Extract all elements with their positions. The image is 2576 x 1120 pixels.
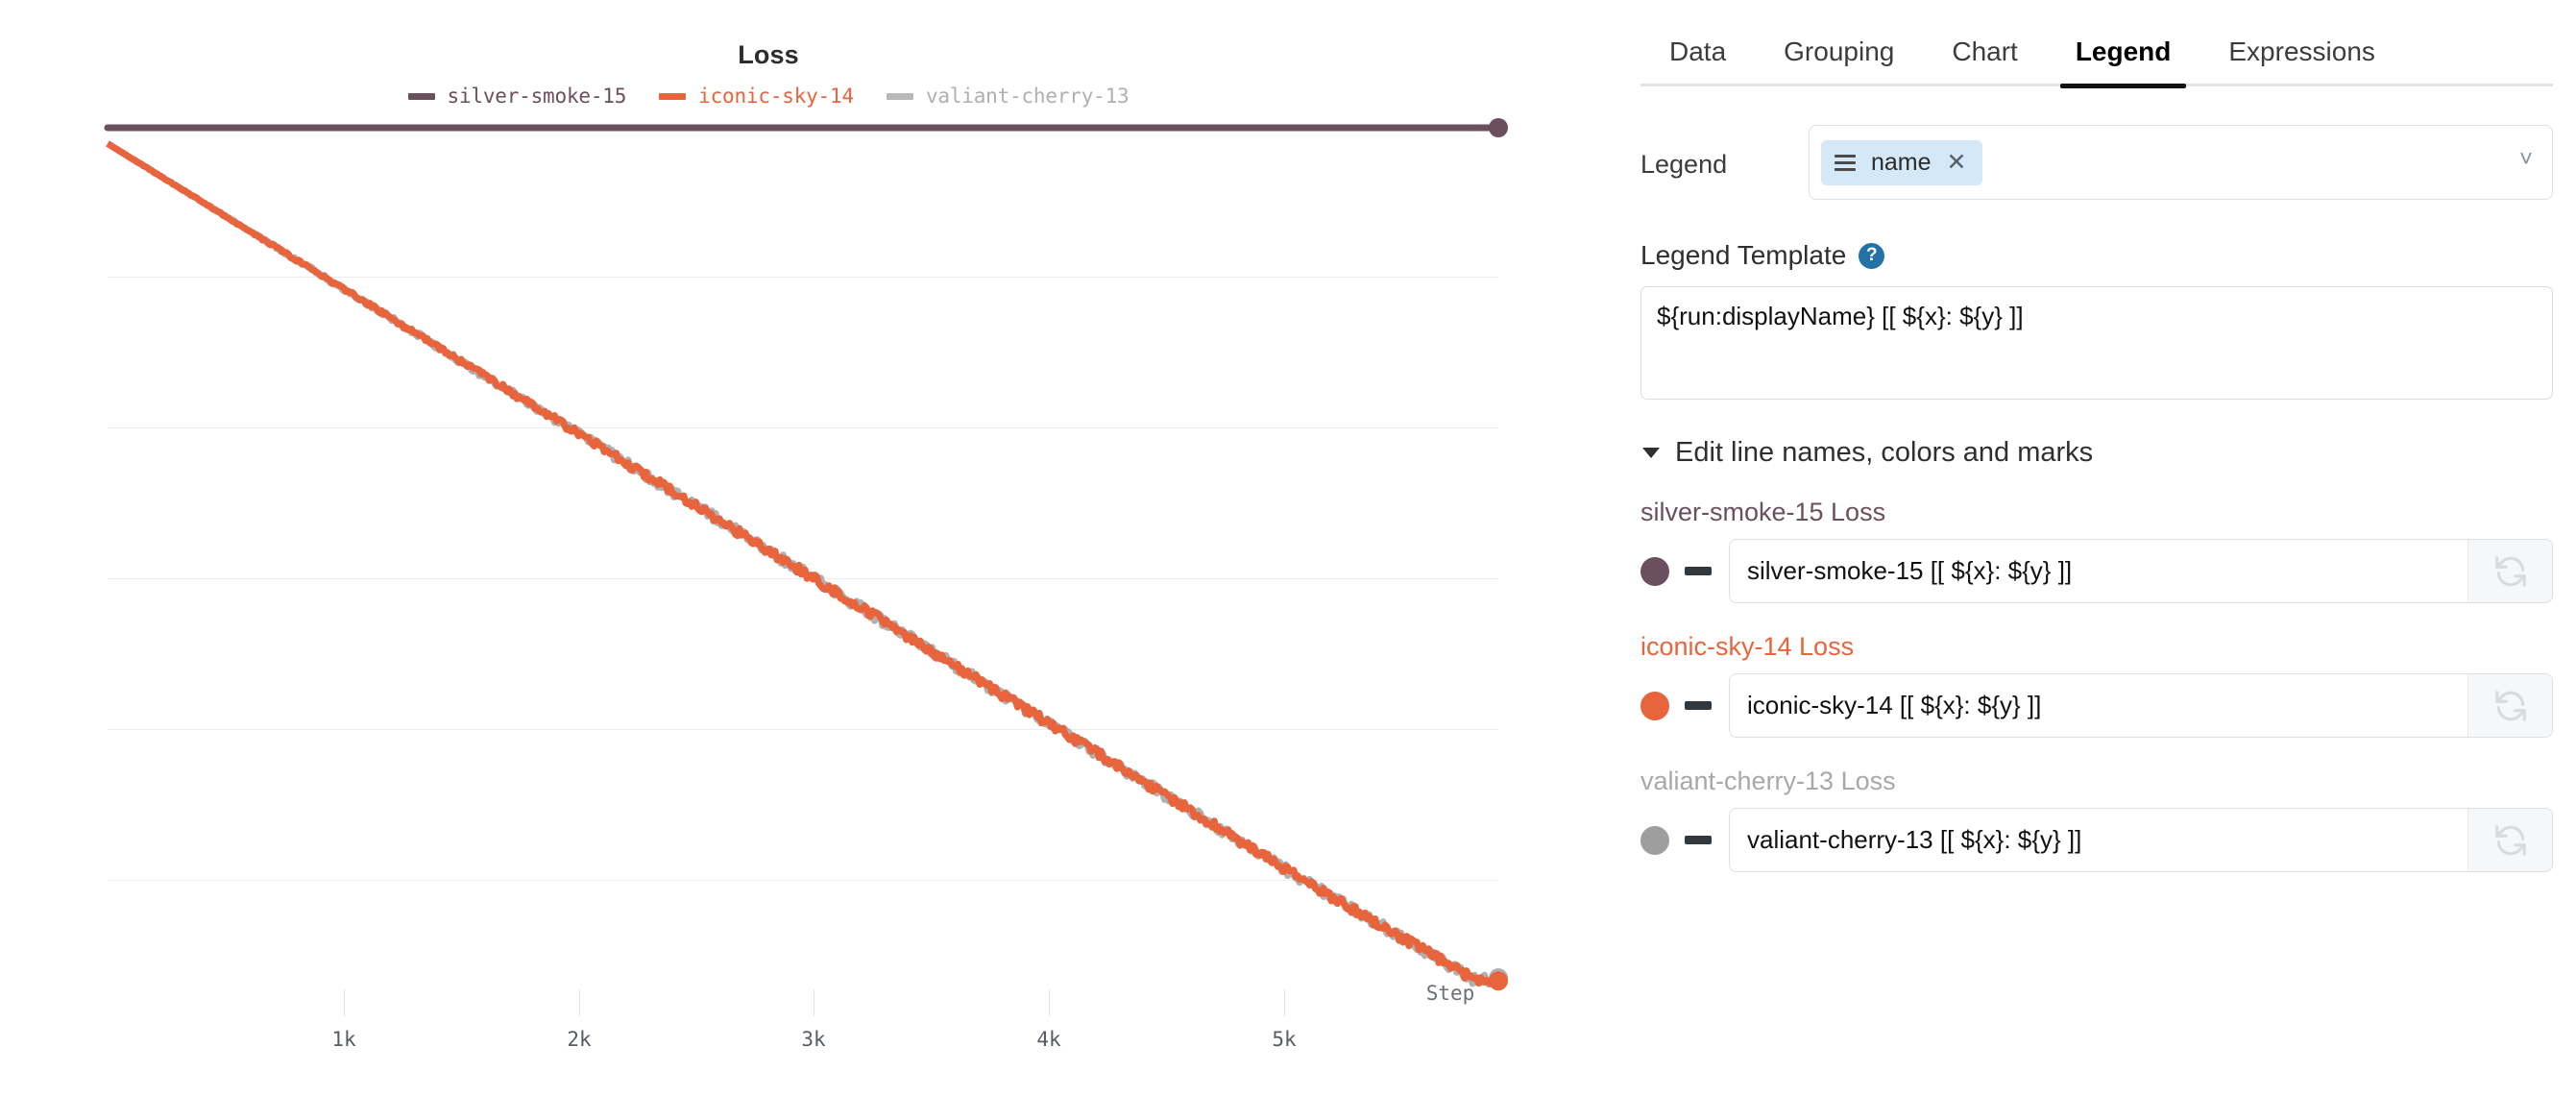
x-tick-label: 2k xyxy=(567,1028,592,1051)
color-swatch[interactable] xyxy=(1640,556,1669,586)
x-tick-mark xyxy=(579,989,580,1016)
tab-chart[interactable]: Chart xyxy=(1952,37,2018,66)
x-tick-mark xyxy=(1284,989,1285,1016)
series-lines xyxy=(104,118,1508,991)
tab-bar: Data Grouping Chart Legend Expressions xyxy=(1637,0,2553,88)
legend-label-valiant-cherry-13: valiant-cherry-13 xyxy=(925,85,1130,108)
gridline xyxy=(108,578,1498,579)
config-panel: Data Grouping Chart Legend Expressions L… xyxy=(1623,0,2576,1120)
legend-entry[interactable]: iconic-sky-14 xyxy=(659,85,854,108)
legend-field-row: Legend name ✕ ˅ xyxy=(1637,125,2553,200)
x-tick-label: 4k xyxy=(1036,1028,1061,1051)
chevron-down-icon[interactable]: ˅ xyxy=(2518,146,2533,173)
chart-title: Loss xyxy=(738,40,799,69)
reset-button[interactable] xyxy=(2467,674,2552,737)
x-tick-label: 3k xyxy=(801,1028,826,1051)
tab-grouping[interactable]: Grouping xyxy=(1784,37,1895,66)
legend-entry[interactable]: valiant-cherry-13 xyxy=(886,85,1130,108)
legend-chip-label: name xyxy=(1871,148,1932,176)
legend-select[interactable]: name ✕ ˅ xyxy=(1809,125,2553,200)
caret-down-icon xyxy=(1642,448,1660,458)
series-line-iconic-sky-14 xyxy=(106,140,1508,991)
chart-legend: silver-smoke-15 iconic-sky-14 valiant-ch… xyxy=(0,85,1537,108)
chart-panel: Loss silver-smoke-15 iconic-sky-14 valia… xyxy=(0,40,1537,1051)
gridline xyxy=(108,729,1498,730)
close-icon[interactable]: ✕ xyxy=(1946,148,1967,176)
gridline xyxy=(108,427,1498,428)
gridline xyxy=(108,277,1498,278)
x-tick-label: 1k xyxy=(331,1028,356,1051)
line-config-title: iconic-sky-14 Loss xyxy=(1640,632,1855,661)
line-mark-icon[interactable] xyxy=(1685,567,1712,575)
legend-label-silver-smoke-15: silver-smoke-15 xyxy=(447,85,627,108)
gridline xyxy=(108,880,1498,881)
line-name-input[interactable] xyxy=(1730,674,2467,737)
reset-button[interactable] xyxy=(2467,809,2552,871)
line-config-row: iconic-sky-14 Loss xyxy=(1637,632,2553,738)
help-icon[interactable]: ? xyxy=(1859,242,1885,269)
legend-swatch-silver-smoke-15 xyxy=(407,92,435,100)
line-mark-icon[interactable] xyxy=(1685,701,1712,710)
line-name-input[interactable] xyxy=(1730,809,2467,871)
legend-template-label: Legend Template xyxy=(1640,240,1847,270)
line-config-title: valiant-cherry-13 Loss xyxy=(1640,767,1896,795)
reset-button[interactable] xyxy=(2467,540,2552,602)
plot-area[interactable] xyxy=(104,118,1508,991)
x-axis-title: Step xyxy=(1425,982,1475,1005)
legend-label-iconic-sky-14: iconic-sky-14 xyxy=(698,85,854,108)
refresh-icon xyxy=(2494,555,2526,587)
tab-data[interactable]: Data xyxy=(1669,37,1727,66)
line-config-title: silver-smoke-15 Loss xyxy=(1640,498,1886,526)
line-config-row: valiant-cherry-13 Loss xyxy=(1637,767,2553,872)
legend-entry[interactable]: silver-smoke-15 xyxy=(407,85,627,108)
tab-expressions[interactable]: Expressions xyxy=(2228,37,2375,66)
legend-swatch-iconic-sky-14 xyxy=(659,92,687,100)
line-mark-icon[interactable] xyxy=(1685,836,1712,844)
legend-template-input[interactable] xyxy=(1640,286,2553,400)
x-tick-mark xyxy=(344,989,345,1016)
x-tick-label: 5k xyxy=(1272,1028,1297,1051)
line-config-row: silver-smoke-15 Loss xyxy=(1637,498,2553,603)
legend-template-header: Legend Template ? xyxy=(1637,240,2553,271)
refresh-icon xyxy=(2494,690,2526,721)
tab-legend[interactable]: Legend xyxy=(2047,37,2200,88)
legend-field-label: Legend xyxy=(1640,150,1728,179)
refresh-icon xyxy=(2494,824,2526,856)
edit-line-names-label: Edit line names, colors and marks xyxy=(1675,437,2094,468)
list-icon xyxy=(1835,154,1856,171)
series-line-silver-smoke-15 xyxy=(104,118,1508,137)
x-tick-mark xyxy=(1049,989,1050,1016)
legend-chip-name[interactable]: name ✕ xyxy=(1821,139,1982,185)
color-swatch[interactable] xyxy=(1640,825,1669,855)
line-name-input[interactable] xyxy=(1730,540,2467,602)
color-swatch[interactable] xyxy=(1640,691,1669,720)
edit-line-names-toggle[interactable]: Edit line names, colors and marks xyxy=(1637,437,2553,469)
legend-swatch-valiant-cherry-13 xyxy=(886,92,913,100)
